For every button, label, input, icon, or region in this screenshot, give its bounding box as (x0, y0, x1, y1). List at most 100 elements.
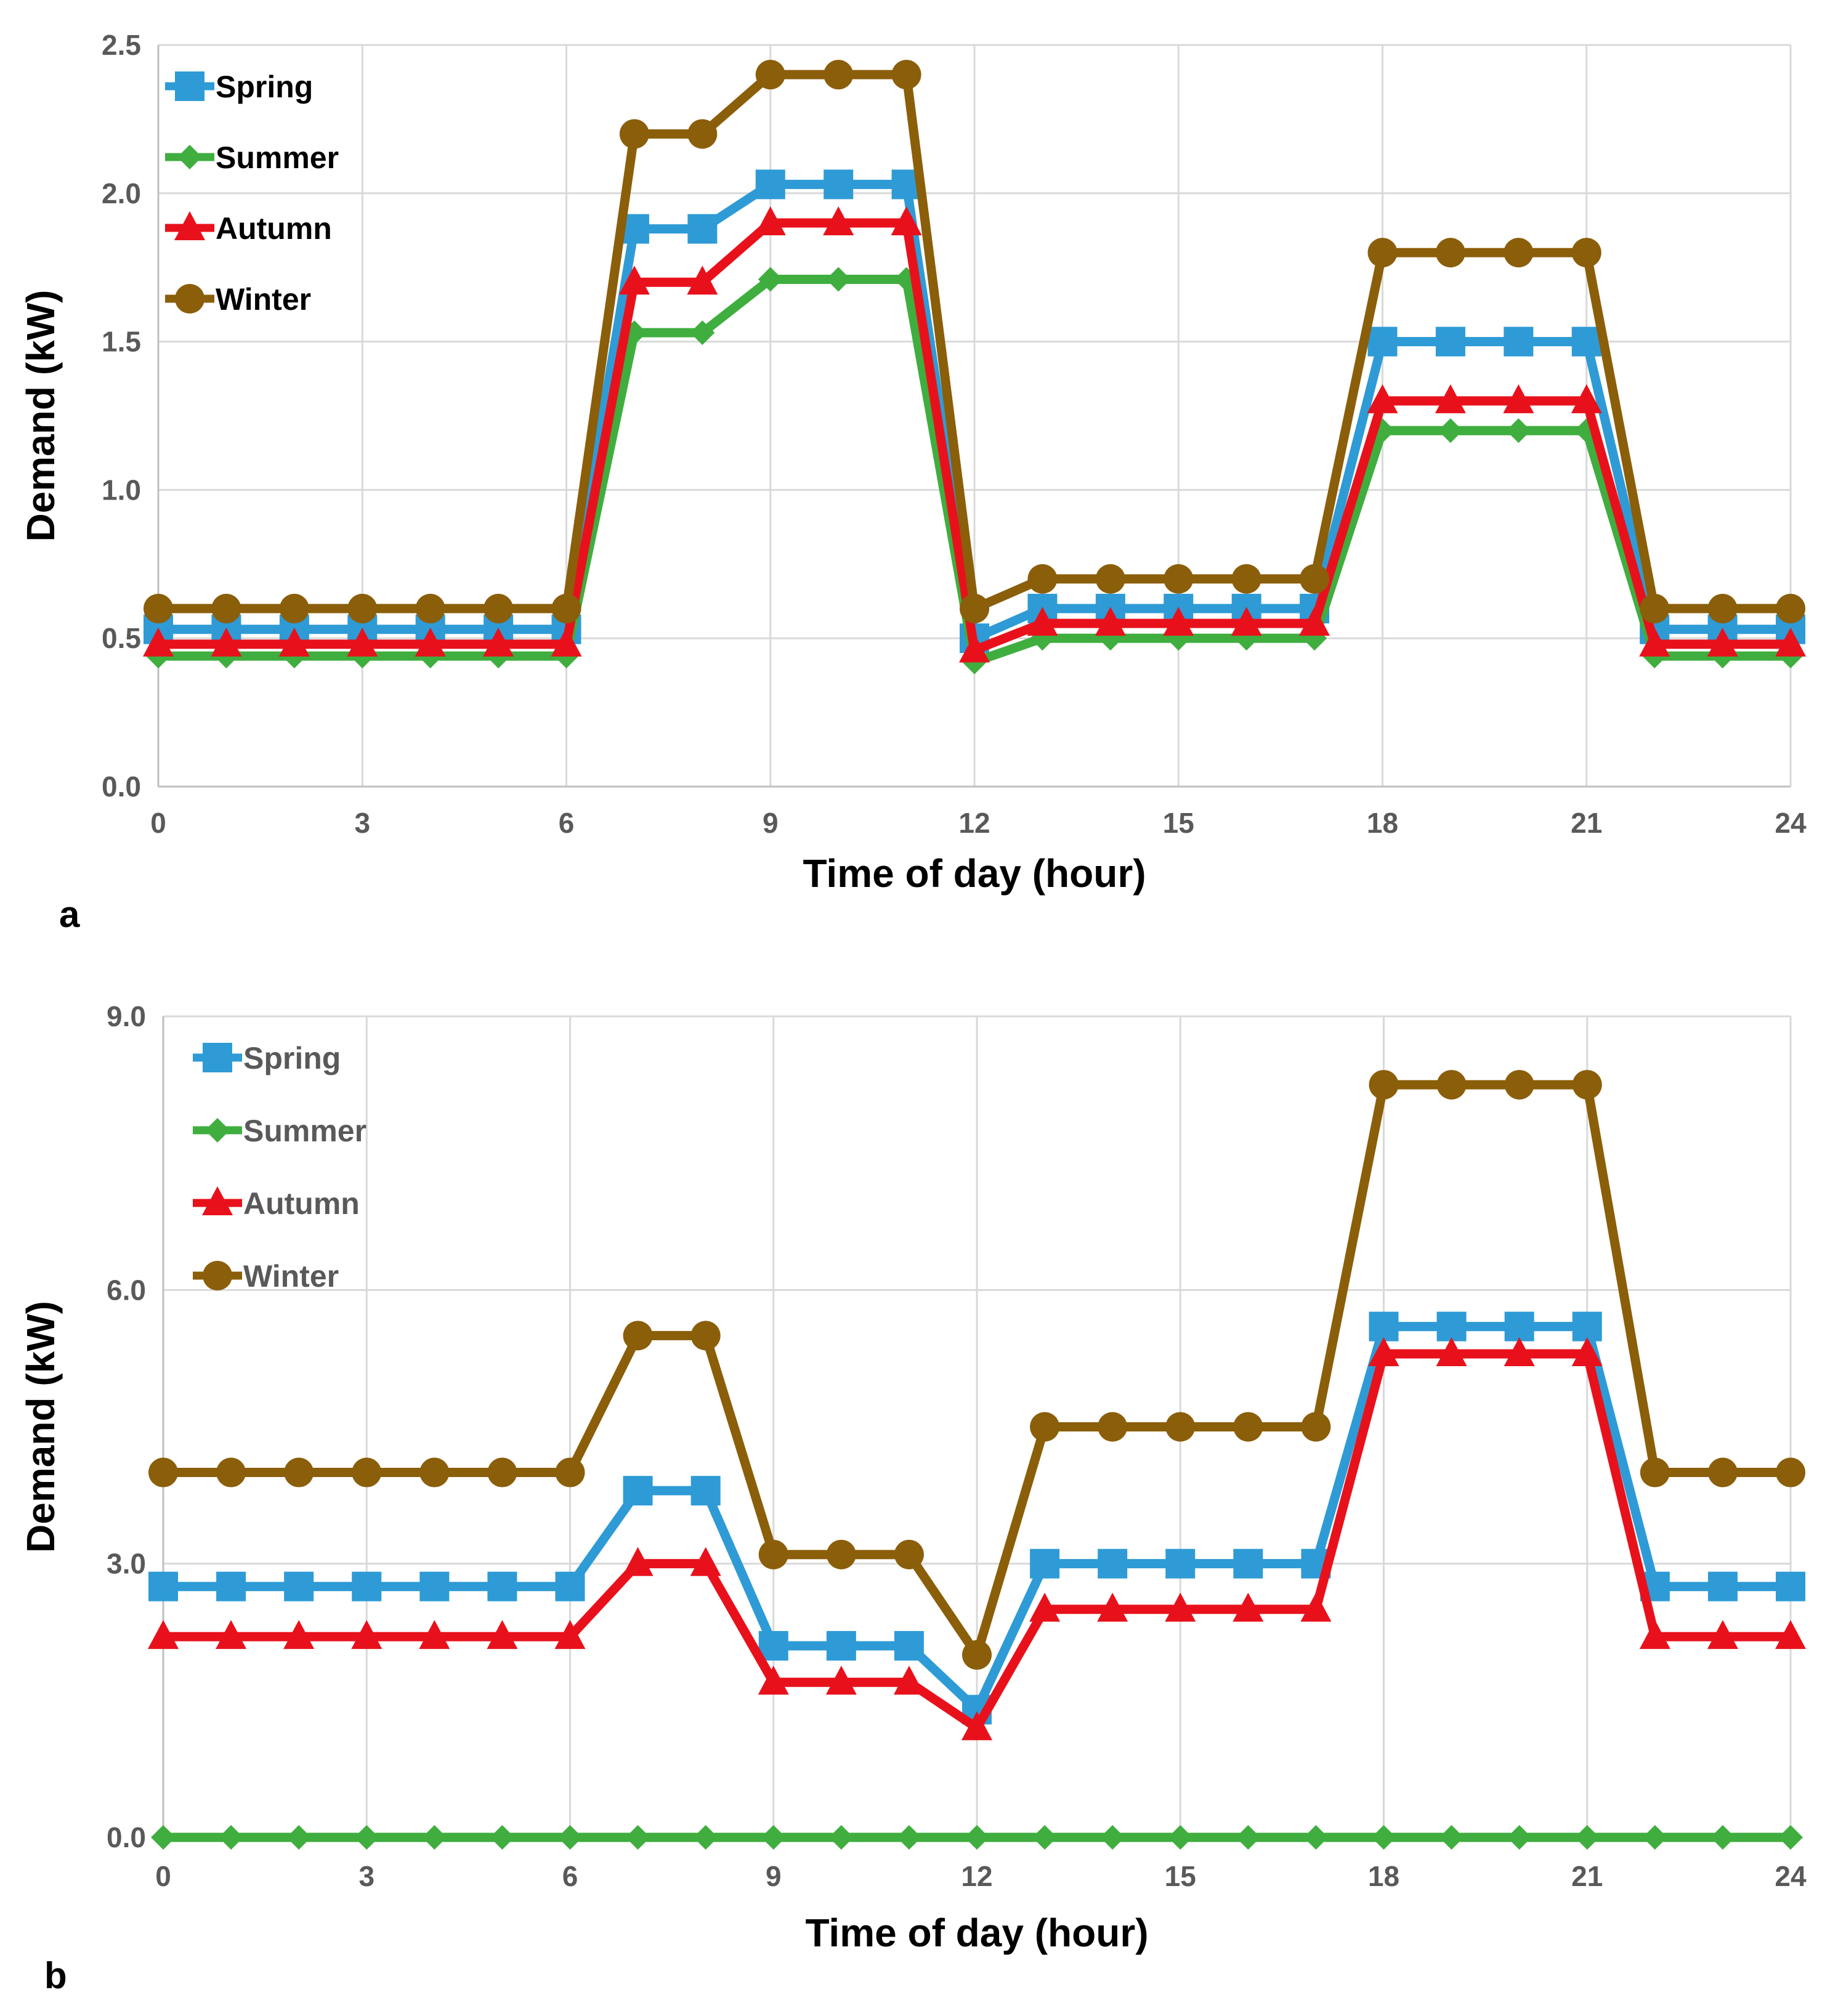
data-point (422, 1825, 447, 1850)
data-point (687, 214, 718, 244)
data-point (143, 627, 174, 657)
data-point (1302, 626, 1327, 651)
data-point (1436, 1311, 1467, 1342)
legend-item: Winter (165, 282, 311, 317)
data-point (894, 1630, 924, 1661)
data-point (1504, 1311, 1534, 1342)
data-point (1095, 607, 1126, 636)
data-point (690, 320, 715, 346)
legend-item: Summer (165, 140, 339, 175)
data-point (824, 169, 854, 200)
data-point (1030, 626, 1055, 651)
data-point (352, 1457, 382, 1488)
data-point (758, 267, 783, 292)
series-winter (148, 1070, 1805, 1670)
data-point (1098, 626, 1123, 651)
y-tick-label: 9.0 (107, 1000, 146, 1032)
data-point (1435, 326, 1465, 357)
data-point (148, 1457, 178, 1488)
data-point (690, 1476, 721, 1506)
data-point (1707, 1457, 1738, 1488)
data-point (623, 1321, 653, 1351)
data-point (1300, 564, 1330, 594)
series-autumn (143, 206, 1806, 663)
data-point (823, 206, 854, 235)
data-point (1163, 607, 1194, 636)
data-point (1775, 1620, 1806, 1650)
data-point (216, 1457, 246, 1488)
data-point (1775, 627, 1806, 657)
x-tick-label: 9 (763, 807, 779, 839)
x-tick-label: 15 (1163, 807, 1194, 839)
data-point (144, 594, 173, 624)
data-point (1030, 1412, 1060, 1442)
data-point (1029, 1592, 1061, 1622)
data-point (1574, 1825, 1600, 1850)
data-point (1504, 326, 1534, 357)
data-point (1233, 1592, 1264, 1622)
y-axis-title: Demand (kW) (18, 290, 63, 542)
data-point (1640, 1457, 1670, 1488)
data-point (758, 1539, 788, 1569)
data-point (419, 1457, 450, 1488)
data-point (687, 119, 718, 149)
panel-letter: b (44, 1955, 67, 1996)
data-point (1299, 607, 1330, 636)
x-tick-label: 24 (1775, 807, 1807, 839)
legend-swatch-marker (203, 1261, 232, 1290)
legend-label: Summer (243, 1114, 366, 1148)
data-point (487, 1571, 517, 1601)
data-point (555, 1457, 585, 1488)
data-point (487, 1457, 517, 1488)
x-tick-label: 24 (1775, 1860, 1807, 1892)
data-point (1371, 1825, 1396, 1850)
x-tick-label: 6 (559, 807, 575, 839)
data-point (1097, 1592, 1128, 1622)
data-point (693, 1825, 718, 1850)
data-point (1439, 1825, 1464, 1850)
x-tick-label: 3 (354, 807, 370, 839)
y-tick-label: 6.0 (107, 1274, 146, 1306)
chart-panel-a: 0.0 0.5 1.0 1.5 2.0 2.5 0 3 6 9 12 15 18 21 24 Spring Su… (18, 29, 1807, 935)
data-point (690, 1321, 721, 1351)
data-point (1300, 1592, 1332, 1622)
data-point (1367, 238, 1398, 268)
data-point (690, 1547, 721, 1576)
data-point (965, 1825, 989, 1850)
data-point (1571, 238, 1601, 268)
data-point (415, 627, 446, 657)
data-point (1436, 1337, 1467, 1367)
data-point (1368, 1337, 1399, 1367)
data-point (347, 594, 378, 624)
data-point (1233, 1412, 1263, 1442)
data-point (896, 1825, 921, 1850)
legend-swatch-marker (175, 284, 204, 314)
data-point (755, 169, 785, 200)
x-tick-label: 0 (155, 1860, 171, 1892)
x-tick-label: 18 (1368, 1860, 1399, 1892)
data-point (1166, 626, 1191, 651)
series-winter (144, 60, 1805, 624)
data-point (1369, 1311, 1399, 1342)
data-point (554, 1620, 586, 1650)
data-point (216, 1620, 247, 1650)
legend-item: Summer (193, 1114, 366, 1148)
data-point (960, 594, 989, 624)
data-point (618, 265, 650, 295)
data-point (1707, 627, 1738, 657)
data-point (1095, 564, 1125, 594)
data-point (1436, 1070, 1467, 1100)
data-point (1367, 326, 1398, 357)
data-point (419, 1620, 450, 1650)
legend-item: Spring (193, 1041, 341, 1075)
data-point (286, 1825, 312, 1850)
y-tick-label: 0.5 (102, 622, 141, 654)
legend-swatch-marker (205, 1118, 230, 1143)
data-point (148, 1620, 179, 1650)
legend-item: Winter (193, 1259, 339, 1293)
data-point (758, 1630, 788, 1661)
data-point (687, 265, 718, 295)
data-point (354, 1825, 379, 1850)
series-spring (148, 1311, 1805, 1725)
data-point (893, 1666, 925, 1695)
